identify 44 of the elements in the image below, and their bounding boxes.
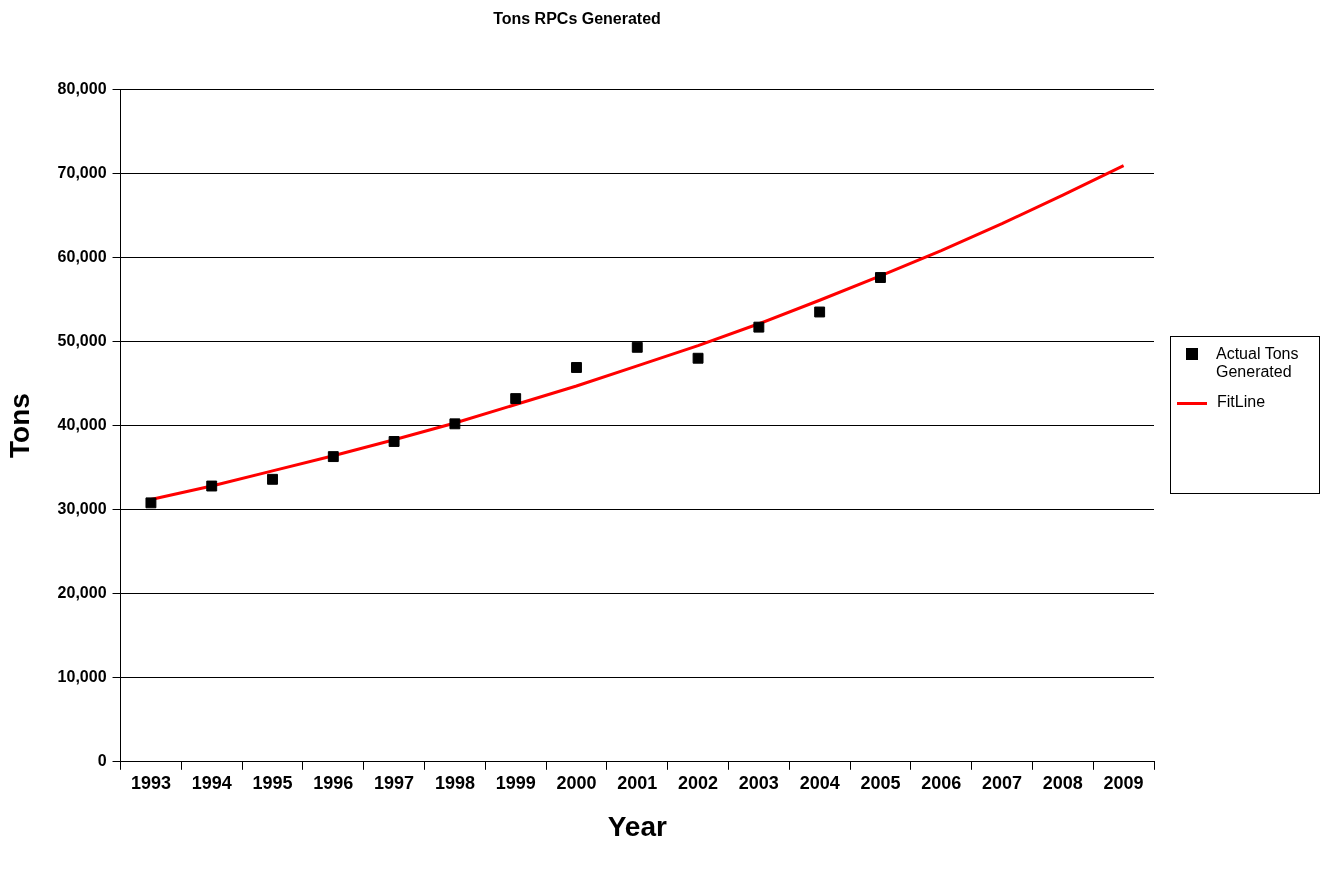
point	[631, 341, 643, 353]
x-tick-label: 2004	[799, 772, 840, 793]
point	[145, 497, 157, 509]
x-tick-label: 1996	[313, 772, 354, 793]
x-tick-label: 1993	[130, 772, 171, 793]
x-tick-label: 1998	[434, 772, 475, 793]
y-tick-label: 70,000	[57, 163, 107, 181]
x-tick-label: 2000	[556, 772, 597, 793]
x-tick-label: 2007	[982, 772, 1023, 793]
legend-label: Actual Tons Generated	[1216, 344, 1300, 381]
point	[814, 306, 826, 318]
point	[692, 352, 704, 364]
x-tick-label: 1999	[495, 772, 536, 793]
y-tick-label: 80,000	[57, 79, 107, 97]
x-tick-label: 1995	[252, 772, 293, 793]
x-tick-label: 1994	[191, 772, 232, 793]
point	[449, 418, 461, 430]
x-tick-label: 2008	[1042, 772, 1083, 793]
y-axis-title: Tons	[3, 393, 35, 458]
x-tick-label: 2003	[738, 772, 779, 793]
point	[327, 451, 339, 463]
y-tick-label: 20,000	[57, 584, 107, 602]
x-tick-label: 2009	[1103, 772, 1144, 793]
point	[206, 480, 218, 492]
x-tick-label: 2006	[921, 772, 962, 793]
legend-label: FitLine	[1217, 392, 1266, 411]
point	[510, 393, 522, 405]
point	[571, 362, 582, 373]
point	[388, 436, 400, 447]
y-tick-label: 30,000	[57, 499, 107, 517]
point	[267, 473, 278, 485]
point	[753, 321, 765, 333]
x-axis-title: Year	[607, 810, 667, 842]
point	[874, 272, 886, 283]
y-tick-label: 0	[97, 752, 107, 770]
y-tick-label: 60,000	[57, 247, 107, 265]
x-tick-label: 1997	[374, 772, 415, 793]
x-tick-label: 2005	[860, 772, 901, 793]
x-tick-label: 2001	[617, 772, 658, 793]
y-tick-label: 10,000	[57, 668, 107, 686]
y-tick-label: 50,000	[57, 331, 107, 349]
y-tick-label: 40,000	[57, 415, 107, 433]
x-tick-label: 2002	[678, 772, 719, 793]
chart-title: Tons RPCs Generated	[493, 10, 661, 28]
